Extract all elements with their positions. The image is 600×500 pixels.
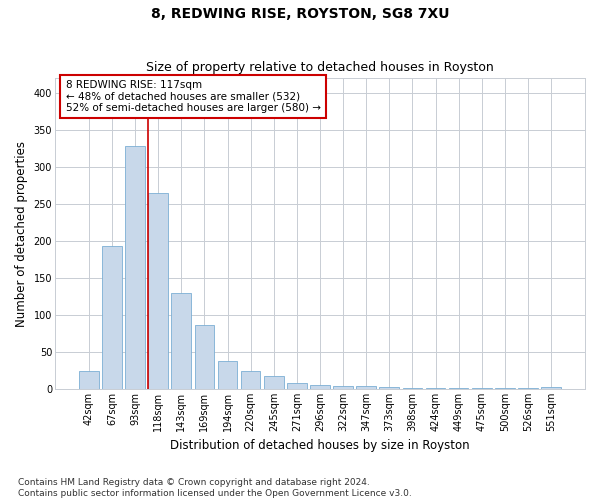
Text: 8, REDWING RISE, ROYSTON, SG8 7XU: 8, REDWING RISE, ROYSTON, SG8 7XU xyxy=(151,8,449,22)
Bar xyxy=(356,386,376,389)
Bar xyxy=(449,388,469,389)
Text: Contains HM Land Registry data © Crown copyright and database right 2024.
Contai: Contains HM Land Registry data © Crown c… xyxy=(18,478,412,498)
Bar xyxy=(218,361,238,389)
Bar xyxy=(403,388,422,389)
Bar xyxy=(310,386,330,389)
Text: 8 REDWING RISE: 117sqm
← 48% of detached houses are smaller (532)
52% of semi-de: 8 REDWING RISE: 117sqm ← 48% of detached… xyxy=(65,80,320,113)
X-axis label: Distribution of detached houses by size in Royston: Distribution of detached houses by size … xyxy=(170,440,470,452)
Bar xyxy=(102,246,122,389)
Bar xyxy=(241,370,260,389)
Bar xyxy=(333,386,353,389)
Bar xyxy=(472,388,491,389)
Bar xyxy=(541,387,561,389)
Bar xyxy=(194,326,214,389)
Title: Size of property relative to detached houses in Royston: Size of property relative to detached ho… xyxy=(146,62,494,74)
Bar xyxy=(287,383,307,389)
Bar xyxy=(379,387,399,389)
Y-axis label: Number of detached properties: Number of detached properties xyxy=(15,140,28,326)
Bar xyxy=(125,146,145,389)
Bar xyxy=(79,372,98,389)
Bar xyxy=(148,193,168,389)
Bar xyxy=(172,293,191,389)
Bar xyxy=(518,388,538,389)
Bar xyxy=(495,388,515,389)
Bar xyxy=(264,376,284,389)
Bar xyxy=(426,388,445,389)
